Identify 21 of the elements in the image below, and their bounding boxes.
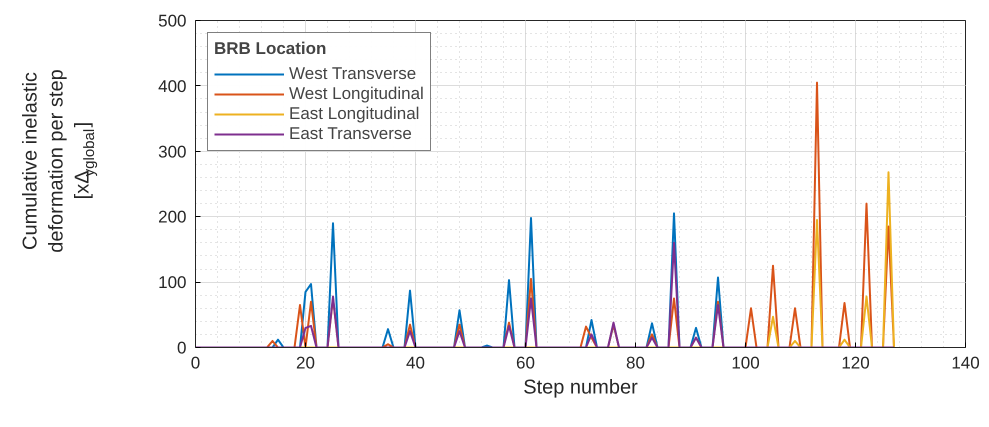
x-tick-label: 40 xyxy=(406,354,425,372)
x-axis-title: Step number xyxy=(523,376,638,398)
y-tick-label: 400 xyxy=(158,76,187,96)
x-tick-label: 120 xyxy=(841,354,870,372)
legend-label: East Transverse xyxy=(289,124,412,144)
x-tick-label: 80 xyxy=(626,354,645,372)
legend-label: East Longitudinal xyxy=(289,104,420,124)
y-tick-label: 300 xyxy=(158,142,187,162)
y-tick-label: 100 xyxy=(158,273,187,292)
y-tick-label: 0 xyxy=(177,338,187,358)
line-series xyxy=(196,242,895,348)
x-tick-label: 140 xyxy=(951,354,980,372)
y-tick-label: 200 xyxy=(158,208,187,227)
legend-title: BRB Location xyxy=(214,39,328,59)
x-tick-label: 20 xyxy=(296,354,315,372)
x-tick-label: 0 xyxy=(190,354,200,372)
y-tick-label: 500 xyxy=(158,12,187,30)
x-tick-label: 100 xyxy=(731,354,760,372)
x-tick-label: 60 xyxy=(516,354,535,372)
legend-label: West Transverse xyxy=(289,64,416,84)
legend-label: West Longitudinal xyxy=(289,84,424,104)
